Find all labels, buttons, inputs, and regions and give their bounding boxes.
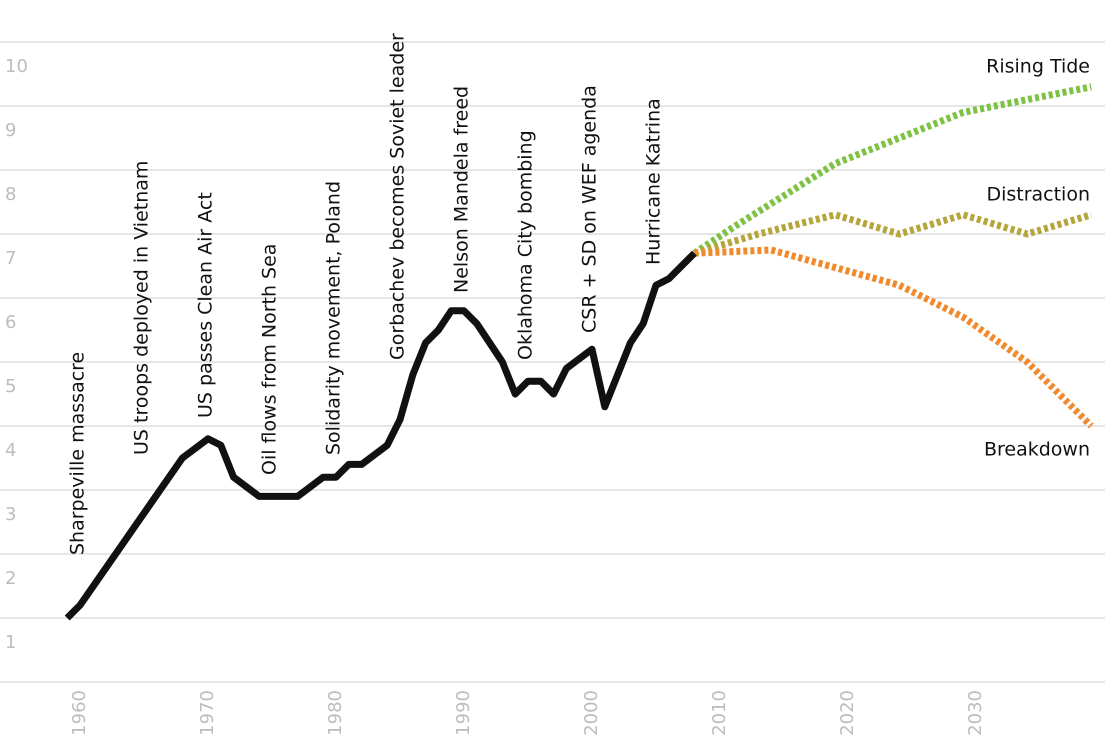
- event-annotation: Oklahoma City bombing: [515, 130, 537, 360]
- y-tick-label: 4: [5, 440, 16, 461]
- y-tick-label: 5: [5, 376, 16, 397]
- y-tick-label: 8: [5, 184, 16, 205]
- y-tick-label: 9: [5, 120, 16, 141]
- event-annotation: Nelson Mandela freed: [451, 86, 473, 293]
- series-label: Distraction: [986, 184, 1090, 206]
- x-tick-label: 1960: [69, 690, 90, 736]
- series-label: Breakdown: [984, 439, 1090, 461]
- event-annotation: Solidarity movement, Poland: [323, 181, 345, 455]
- x-tick-label: 2010: [709, 690, 730, 736]
- x-tick-label: 1970: [197, 690, 218, 736]
- x-tick-label: 1980: [325, 690, 346, 736]
- y-tick-label: 7: [5, 248, 16, 269]
- event-annotation: CSR + SD on WEF agenda: [579, 85, 601, 333]
- event-annotation: Hurricane Katrina: [643, 98, 665, 265]
- event-annotation: US troops deployed in Vietnam: [131, 161, 153, 455]
- event-annotation: Oil flows from North Sea: [259, 244, 281, 475]
- x-tick-label: 2020: [837, 690, 858, 736]
- y-tick-label: 6: [5, 312, 16, 333]
- event-annotation: US passes Clean Air Act: [195, 192, 217, 418]
- x-tick-label: 2000: [581, 690, 602, 736]
- event-annotation: Gorbachev becomes Soviet leader: [387, 33, 409, 360]
- scenario-line: [692, 83, 1092, 257]
- scenario-line: [694, 246, 1094, 429]
- scenario-line: [693, 211, 1093, 257]
- history-line: [64, 250, 697, 621]
- y-tick-label: 2: [5, 568, 16, 589]
- series-label: Rising Tide: [986, 56, 1090, 78]
- x-tick-label: 2030: [965, 690, 986, 736]
- y-tick-label: 1: [5, 632, 16, 653]
- event-annotation: Sharpeville massacre: [67, 352, 89, 555]
- y-tick-label: 3: [5, 504, 16, 525]
- x-tick-label: 1990: [453, 690, 474, 736]
- y-tick-label: 10: [5, 56, 28, 77]
